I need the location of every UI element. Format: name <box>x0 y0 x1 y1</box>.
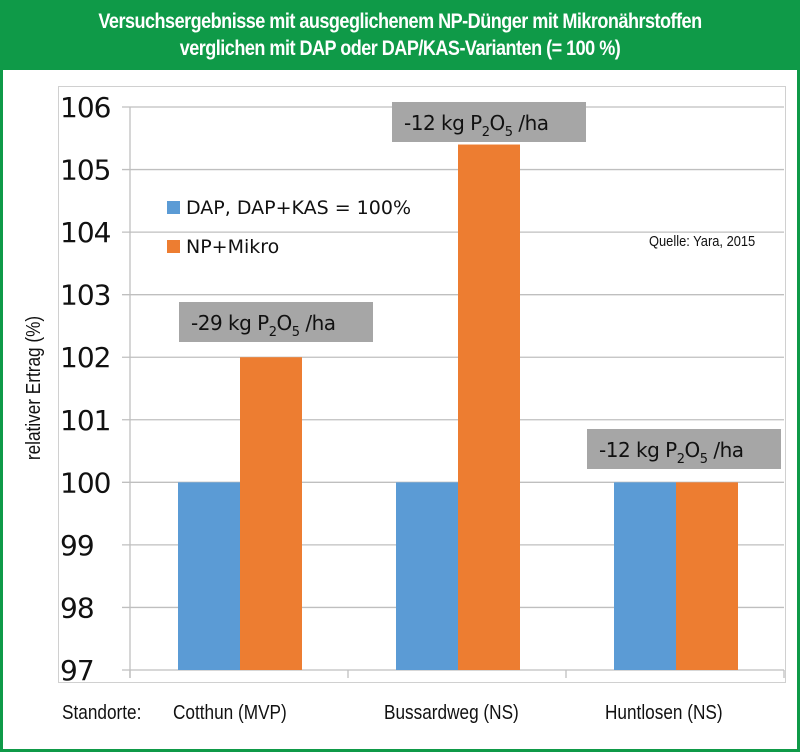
annotation-box <box>587 429 781 469</box>
y-tick-label: 105 <box>60 154 110 187</box>
legend-swatch <box>167 240 180 253</box>
annotation-label: -29 kg P2O5 /ha <box>191 311 336 340</box>
y-axis-label: relativer Ertrag (%) <box>22 316 45 460</box>
legend-label: DAP, DAP+KAS = 100% <box>186 197 411 219</box>
y-tick-label: 102 <box>60 341 110 374</box>
x-tick-label: Cotthun (MVP) <box>173 702 287 724</box>
bar-np-mikro <box>240 357 302 670</box>
bar-np-mikro <box>458 144 520 671</box>
bar-dap <box>614 482 676 670</box>
chart-title-line-1: Versuchsergebnisse mit ausgeglichenem NP… <box>98 10 702 33</box>
x-axis-prefix: Standorte: <box>62 702 142 724</box>
y-tick-label: 97 <box>60 654 94 687</box>
bar-dap <box>396 482 458 670</box>
annotation-label: -12 kg P2O5 /ha <box>599 438 744 467</box>
y-tick-label: 99 <box>60 529 94 562</box>
source-note: Quelle: Yara, 2015 <box>649 232 755 249</box>
x-tick-label: Bussardweg (NS) <box>384 702 519 724</box>
chart-title-line-2: verglichen mit DAP oder DAP/KAS-Variante… <box>179 37 621 60</box>
bar-np-mikro <box>676 482 738 670</box>
y-tick-label: 103 <box>60 279 110 312</box>
annotation-box <box>392 102 586 142</box>
annotation-box <box>179 302 373 342</box>
bar-dap <box>178 482 240 670</box>
legend-label: NP+Mikro <box>186 236 279 258</box>
y-tick-label: 104 <box>60 216 111 249</box>
annotation-label: -12 kg P2O5 /ha <box>404 111 549 140</box>
y-tick-label: 98 <box>60 591 94 624</box>
y-tick-label: 101 <box>60 404 110 437</box>
x-tick-label: Huntlosen (NS) <box>605 702 723 724</box>
y-tick-label: 106 <box>60 91 111 124</box>
chart-area <box>58 86 786 683</box>
legend-swatch <box>167 201 180 214</box>
chart-title-banner: Versuchsergebnisse mit ausgeglichenem NP… <box>0 0 800 70</box>
y-tick-label: 100 <box>60 466 110 499</box>
